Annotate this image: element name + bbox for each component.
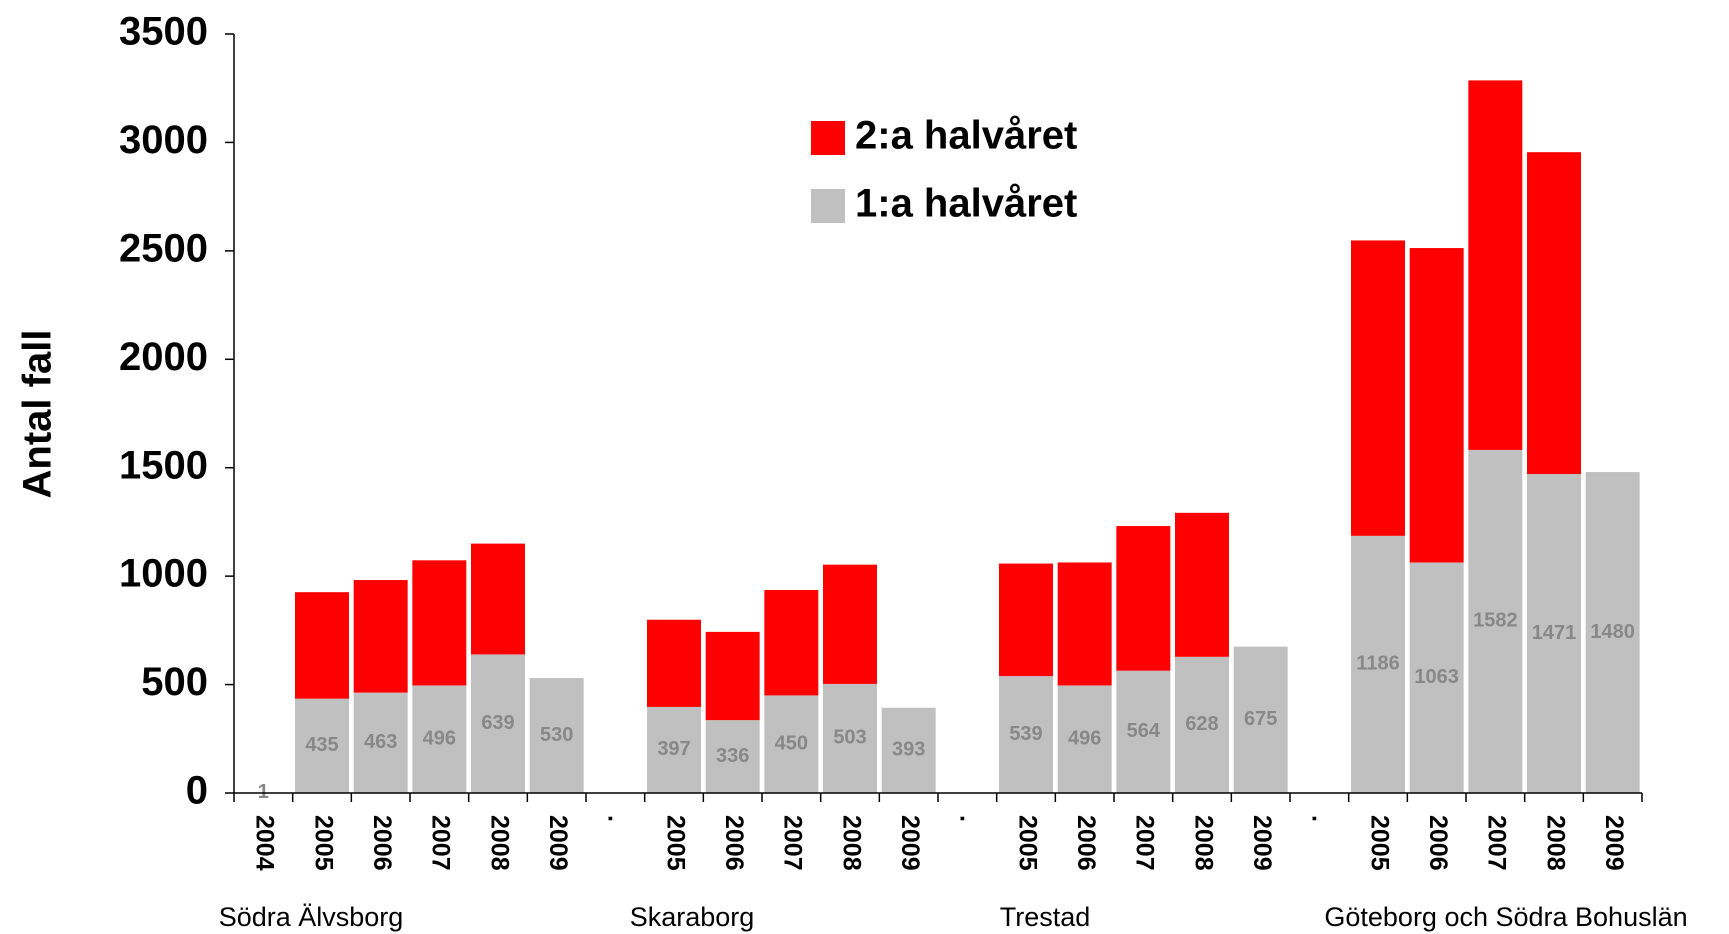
y-tick-label: 2000 <box>119 335 208 379</box>
legend-label: 2:a halvåret <box>855 114 1077 158</box>
x-tick-label: 2007 <box>1131 815 1159 871</box>
group-label: Göteborg och Södra Bohuslän <box>1324 902 1687 932</box>
bar-segment <box>295 698 349 793</box>
bar-segment <box>1409 248 1464 563</box>
x-tick-label: . <box>955 815 983 822</box>
x-tick-label: 2004 <box>251 815 279 871</box>
bar-segment <box>999 563 1053 677</box>
bar-segment <box>1527 474 1581 793</box>
value-label: 463 <box>364 731 397 753</box>
value-label: 1186 <box>1356 653 1399 675</box>
bar-segment <box>412 685 467 793</box>
x-tick-label: 2007 <box>1483 815 1511 871</box>
bar-segment <box>764 695 819 793</box>
bar-segment <box>1116 670 1171 793</box>
x-tick-label: 2009 <box>1600 815 1628 871</box>
value-label: 628 <box>1185 713 1218 735</box>
x-tick-label: 2006 <box>1072 815 1100 871</box>
bar-segment <box>1585 472 1640 793</box>
bar-segment <box>1233 646 1288 793</box>
bar-segment <box>1468 80 1523 450</box>
x-tick-label: 2006 <box>1424 815 1452 871</box>
x-tick-label: 2005 <box>661 815 689 871</box>
value-label: 539 <box>1009 723 1042 745</box>
value-label: 496 <box>1068 728 1101 750</box>
value-label: 1471 <box>1532 622 1577 644</box>
bar-segment <box>529 678 584 793</box>
x-tick-label: 2006 <box>720 815 748 871</box>
bar-segment <box>647 619 701 707</box>
bar-segment <box>471 654 525 793</box>
x-tick-label: 2007 <box>779 815 807 871</box>
value-label: 393 <box>892 739 925 761</box>
value-label: 496 <box>423 728 456 750</box>
bar-segment <box>1351 240 1405 536</box>
bar-segment <box>705 720 760 793</box>
x-tick-label: 2009 <box>544 815 572 871</box>
bar-segment <box>1116 526 1171 671</box>
x-tick-label: . <box>1307 815 1335 822</box>
bar-segment <box>412 560 467 686</box>
value-label: 435 <box>305 734 338 756</box>
legend-swatch <box>811 189 845 223</box>
group-label: Södra Älvsborg <box>219 902 404 932</box>
x-tick-label: 2006 <box>368 815 396 871</box>
group-label: Trestad <box>1000 902 1091 932</box>
x-tick-label: . <box>603 815 631 822</box>
legend-label: 1:a halvåret <box>855 182 1077 226</box>
bar-segment <box>705 631 760 721</box>
bar-segment <box>764 590 819 696</box>
bar-segment <box>471 543 525 655</box>
x-tick-label: 2005 <box>1365 815 1393 871</box>
x-tick-label: 2005 <box>309 815 337 871</box>
y-tick-label: 2500 <box>119 226 208 270</box>
value-label: 336 <box>716 745 749 767</box>
bar-segment <box>823 683 877 793</box>
value-label: 564 <box>1127 720 1161 742</box>
bar-segment <box>353 580 408 693</box>
value-label: 1582 <box>1473 610 1518 632</box>
y-tick-label: 3500 <box>119 10 208 54</box>
x-tick-label: 2009 <box>896 815 924 871</box>
y-tick-label: 1000 <box>119 552 208 596</box>
bar-segment <box>823 564 877 684</box>
bar-segment <box>881 707 936 793</box>
y-tick-label: 500 <box>141 660 208 704</box>
x-tick-label: 2008 <box>1541 815 1569 871</box>
y-tick-label: 1500 <box>119 443 208 487</box>
y-tick-label: 3000 <box>119 118 208 162</box>
bar-segment <box>1351 535 1405 793</box>
x-tick-label: 2008 <box>837 815 865 871</box>
bar-segment <box>353 692 408 793</box>
value-label: 1 <box>258 781 269 803</box>
bar-segment <box>1409 562 1464 793</box>
value-label: 639 <box>481 712 514 734</box>
x-tick-label: 2008 <box>1189 815 1217 871</box>
value-label: 1480 <box>1590 621 1635 643</box>
value-label: 675 <box>1244 708 1277 730</box>
value-label: 1063 <box>1414 666 1459 688</box>
bar-segment <box>1057 685 1112 793</box>
value-label: 530 <box>540 724 573 746</box>
bar-segment <box>999 676 1053 793</box>
bar-segment <box>295 592 349 699</box>
group-label: Skaraborg <box>630 902 755 932</box>
x-tick-label: 2009 <box>1248 815 1276 871</box>
bar-segment <box>1468 449 1523 793</box>
bar-segment <box>1527 152 1581 475</box>
bar-segment <box>1057 562 1112 686</box>
y-tick-label: 0 <box>186 769 208 813</box>
value-label: 397 <box>657 738 690 760</box>
legend-swatch <box>811 121 845 155</box>
y-axis-label: Antal fall <box>16 330 60 499</box>
bar-segment <box>1175 656 1229 793</box>
value-label: 450 <box>775 732 808 754</box>
x-tick-label: 2005 <box>1013 815 1041 871</box>
bar-segment <box>647 706 701 793</box>
bar-segment <box>1175 512 1229 657</box>
value-label: 503 <box>833 727 866 749</box>
x-tick-label: 2008 <box>485 815 513 871</box>
x-tick-label: 2007 <box>427 815 455 871</box>
